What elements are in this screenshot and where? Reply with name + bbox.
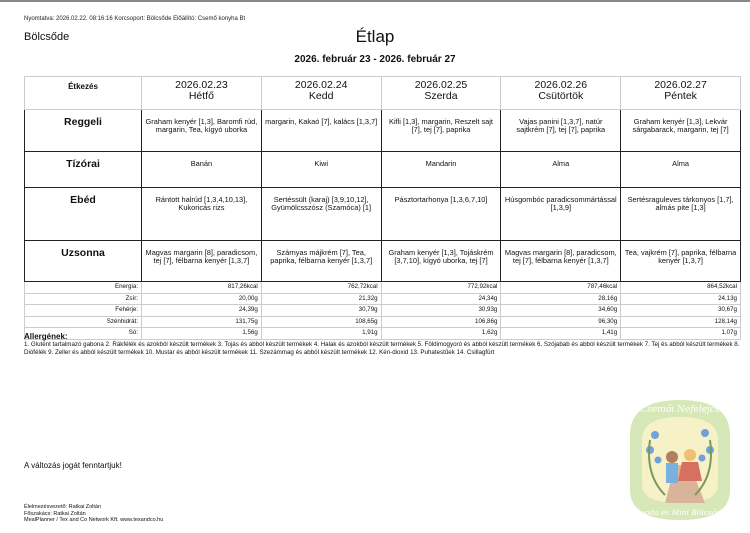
meal-name: Tízórai: [24, 151, 142, 188]
meal-cell: Tea, vajkrém [7], paprika, félbarna keny…: [620, 240, 741, 282]
meal-cell: Graham kenyér [1,3], Lekvár sárgabarack,…: [620, 109, 741, 152]
meal-row: Ebéd Rántott halrúd [1,3,4,10,13], Kukori…: [24, 187, 741, 241]
meal-cell: Rántott halrúd [1,3,4,10,13], Kukoricás …: [141, 187, 262, 241]
day-header: 2026.02.24 Kedd: [260, 76, 382, 110]
meal-cell: Húsgombóc paradicsommártással [1,3,9]: [500, 187, 622, 241]
meal-row: Reggeli Graham kenyér [1,3], Baromfi rúd,…: [24, 109, 741, 152]
nutrient-value: 864,52kcal: [620, 281, 741, 294]
meal-cell: Graham kenyér [1,3], Baromfi rúd, margar…: [141, 109, 262, 152]
meal-row: Tízórai Banán Kiwi Mandarin Alma Alma: [24, 151, 741, 188]
page-title: Étlap: [355, 27, 395, 46]
meal-cell: Alma: [620, 151, 741, 188]
meal-name: Reggeli: [24, 109, 142, 152]
header-row: Étkezés 2026.02.23 Hétfő 2026.02.24 Kedd 2…: [24, 76, 741, 110]
nutrient-value: 30,79g: [260, 304, 382, 317]
meal-cell: Kiwi: [260, 151, 382, 188]
nutrient-value: 1,41g: [500, 327, 622, 340]
nutrient-name: Fehérje:: [24, 304, 142, 317]
nutrient-value: 30,67g: [620, 304, 741, 317]
nutrient-name: Só:: [24, 327, 142, 340]
allergen-title: Allergének:: [24, 332, 68, 341]
nutrient-value: 30,93g: [380, 304, 502, 317]
nutrient-value: 772,92kcal: [380, 281, 502, 294]
nutrient-name: Energia:: [24, 281, 142, 294]
nutrient-value: 128,14g: [620, 315, 741, 328]
meal-cell: Szárnyas májkrém [7], Tea, paprika, félb…: [260, 240, 382, 282]
nutrition-row: Energia: 817,26kcal 762,72kcal 772,92kcal 78…: [24, 281, 741, 294]
meal-cell: Graham kenyér [1,3], Tojáskrém [3,7,10],…: [380, 240, 502, 282]
meal-cell: Pásztortarhonya [1,3,6,7,10]: [380, 187, 502, 241]
nutrient-value: 24,39g: [141, 304, 262, 317]
meal-cell: Magvas margarin [8], paradicsom, tej [7]…: [500, 240, 622, 282]
nutrition-row: Zsír: 20,00g 21,32g 24,34g 28,16g 24,13g: [24, 292, 741, 305]
day-header: 2026.02.26 Csütörtök: [500, 76, 622, 110]
meal-row: Uzsonna Magvas margarin [8], paradicsom, …: [24, 240, 741, 282]
nutrient-name: Szénhidrát:: [24, 315, 142, 328]
nutrient-value: 21,32g: [260, 292, 382, 305]
nutrient-name: Zsír:: [24, 292, 142, 305]
nutrition-row: Só: 1,56g 1,91g 1,62g 1,41g 1,07g: [24, 327, 741, 340]
footer: Élelmezésvezető: Ratkai Zoltán Főszakács…: [24, 504, 163, 524]
meal-cell: Magvas margarin [8], paradicsom, tej [7]…: [141, 240, 262, 282]
nutrient-value: 34,60g: [500, 304, 622, 317]
nutrient-value: 817,26kcal: [141, 281, 262, 294]
nutrient-value: 131,75g: [141, 315, 262, 328]
nutrient-value: 762,72kcal: [260, 281, 382, 294]
meal-cell: margarin, Kakaó [7], kalács [1,3,7]: [260, 109, 382, 152]
nutrient-value: 106,86g: [380, 315, 502, 328]
school-logo: Csemői Nefelejcs Óvoda és Mini Bölcsőde: [630, 400, 730, 520]
nutrient-value: 1,62g: [380, 327, 502, 340]
nutrient-value: 28,16g: [500, 292, 622, 305]
nutrient-value: 108,65g: [260, 315, 382, 328]
meal-cell: Alma: [500, 151, 622, 188]
nutrient-value: 787,46kcal: [500, 281, 622, 294]
nutrient-value: 24,34g: [380, 292, 502, 305]
nutrient-value: 20,00g: [141, 292, 262, 305]
nutrient-value: 1,07g: [620, 327, 741, 340]
meal-cell: Kifli [1,3], margarin, Reszelt sajt [7],…: [380, 109, 502, 152]
menu-table: Étkezés 2026.02.23 Hétfő 2026.02.24 Kedd 2…: [24, 76, 741, 340]
nutrient-value: 24,13g: [620, 292, 741, 305]
print-info: Nyomtatva: 2026.02.22. 08:16:16 Korcsopo…: [24, 16, 246, 22]
allergen-legend: Allergének: 1. Glutént tartalmazó gabona…: [24, 332, 744, 356]
nutrient-value: 96,30g: [500, 315, 622, 328]
age-group: Bölcsőde: [24, 31, 70, 43]
footer-chef: Főszakács: Ratkai Zoltán: [24, 510, 86, 517]
meal-cell: Sertéssült (karaj) [3,9,10,12], Gyümölcs…: [260, 187, 382, 241]
footer-manager: Élelmezésvezető: Ratkai Zoltán: [24, 504, 102, 510]
day-header: 2026.02.27 Péntek: [620, 76, 741, 110]
svg-text:Óvoda és Mini Bölcsőde: Óvoda és Mini Bölcsőde: [634, 508, 726, 517]
svg-text:Csemői Nefelejcs: Csemői Nefelejcs: [640, 404, 719, 415]
allergen-text: 1. Glutént tartalmazó gabona 2. Rákfélék…: [24, 341, 740, 356]
meal-cell: Mandarin: [380, 151, 502, 188]
corner-label: Étkezés: [24, 76, 142, 110]
meal-name: Ebéd: [24, 187, 142, 241]
disclaimer: A változás jogát fenntartjuk!: [24, 461, 122, 470]
meal-cell: Banán: [141, 151, 262, 188]
nutrition-row: Fehérje: 24,39g 30,79g 30,93g 34,60g 30,67g: [24, 304, 741, 317]
day-header: 2026.02.23 Hétfő: [141, 76, 262, 110]
nutrition-row: Szénhidrát: 131,75g 108,65g 106,86g 96,30g 12…: [24, 315, 741, 328]
meal-name: Uzsonna: [24, 240, 142, 282]
footer-software: MealPlanner / Tex and Co Network Kft. ww…: [24, 517, 164, 523]
meal-cell: Sertésraguleves tárkonyos [1,7], almás p…: [620, 187, 741, 241]
meal-cell: Vajas panini [1,3,7], natúr sajtkrém [7]…: [500, 109, 622, 152]
date-range: 2026. február 23 - 2026. február 27: [294, 54, 456, 65]
day-header: 2026.02.25 Szerda: [380, 76, 502, 110]
